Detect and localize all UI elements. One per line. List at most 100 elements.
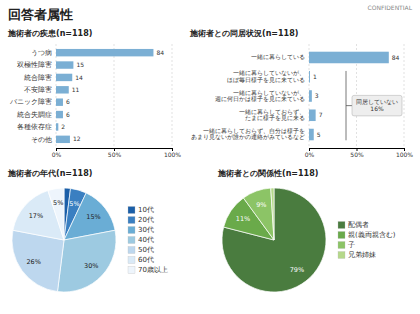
x-tick: 100% bbox=[396, 148, 413, 158]
legend-swatch bbox=[128, 217, 135, 224]
figure-subtitle: CONFIDENTIAL bbox=[368, 4, 413, 11]
legend: 10代20代30代40代50代60代70歳以上 bbox=[128, 206, 168, 274]
y-tick-label: 一緒に暮らしておらず、自分は様子をあまり見ないが誰かの連絡がみているなど bbox=[191, 128, 305, 141]
data-label: 5 bbox=[317, 131, 321, 138]
background bbox=[0, 0, 420, 314]
grid bbox=[309, 44, 404, 148]
annotation-line: 16% bbox=[370, 105, 384, 112]
y-tick-label-line: 統合失調症 bbox=[17, 111, 52, 119]
bars bbox=[56, 49, 153, 143]
grid-line bbox=[404, 44, 405, 148]
bar bbox=[309, 71, 310, 83]
y-tick-label-line: 不安障害 bbox=[24, 86, 52, 94]
y-tick-label: 統合失調症 bbox=[17, 111, 52, 119]
x-tick-label: 0% bbox=[52, 151, 62, 158]
data-label: 84 bbox=[392, 54, 400, 61]
bar bbox=[56, 86, 69, 93]
chart-title: 施術者の疾患(n=118) bbox=[7, 29, 92, 38]
y-axis: 一緒に暮らしている一緒に暮らしていないが、ほぼ毎日様子を見に来ている一緒に暮らし… bbox=[191, 54, 305, 141]
data-label: 84 bbox=[156, 49, 164, 56]
y-tick: 一緒に暮らしていないが、ほぼ毎日様子を見に来ている bbox=[227, 70, 305, 82]
legend-item: 10代 bbox=[128, 206, 154, 214]
chart-panel: 施術者の年代(n=118)5%15%30%26%17%5%10代20代30代40… bbox=[7, 169, 168, 292]
legend-swatch bbox=[128, 267, 135, 274]
y-tick-label-line: 一緒に暮らしている bbox=[251, 54, 305, 60]
y-tick: 一緒に暮らしている bbox=[251, 54, 305, 60]
bar bbox=[309, 109, 316, 121]
y-tick: パニック障害 bbox=[9, 98, 52, 106]
y-tick: うつ病 bbox=[31, 49, 52, 57]
bar bbox=[309, 52, 389, 64]
x-tick: 0% bbox=[305, 148, 315, 158]
legend: 配偶者親(義両親含む) 子兄弟姉妹 bbox=[338, 221, 396, 259]
chart-panel: 施術者の疾患(n=118)うつ病双極性障害統合障害不安障害パニック障害統合失調症… bbox=[7, 29, 181, 158]
legend-item: 20代 bbox=[128, 216, 154, 224]
chart-title: 施術者の年代(n=118) bbox=[7, 169, 92, 178]
slice-label: 79% bbox=[290, 266, 304, 274]
legend-label: 親(義両親含む) bbox=[348, 231, 396, 239]
legend-swatch bbox=[128, 227, 135, 234]
legend-label: 40代 bbox=[138, 236, 154, 244]
y-tick-label-line: たまに様子を見に来る bbox=[245, 115, 305, 121]
slices bbox=[222, 188, 326, 292]
bar bbox=[309, 90, 312, 102]
annotation: 同居していない16% bbox=[356, 98, 398, 113]
legend-swatch bbox=[338, 222, 345, 229]
y-tick: 双極性障害 bbox=[17, 61, 52, 69]
legend-swatch bbox=[128, 237, 135, 244]
chart-panel: 施術者との同居状況(n=118)一緒に暮らしている一緒に暮らしていないが、ほぼ毎… bbox=[189, 29, 413, 158]
x-tick-label: 50% bbox=[108, 151, 122, 158]
bar bbox=[56, 49, 153, 56]
x-tick: 50% bbox=[350, 148, 364, 158]
legend-item: 40代 bbox=[128, 236, 154, 244]
legend-item: 60代 bbox=[128, 256, 154, 264]
x-tick: 100% bbox=[164, 148, 181, 158]
bar bbox=[56, 61, 73, 68]
legend-swatch bbox=[128, 247, 135, 254]
legend-label: 70歳以上 bbox=[138, 266, 168, 274]
y-tick-label-line: あまり見ないが誰かの連絡がみているなど bbox=[191, 134, 305, 141]
slice bbox=[57, 230, 116, 292]
bar bbox=[56, 98, 63, 105]
data-label: 7 bbox=[319, 111, 323, 118]
annotation-box bbox=[352, 95, 402, 116]
y-tick-label-line: うつ病 bbox=[31, 49, 52, 57]
x-tick-label: 100% bbox=[164, 151, 181, 158]
y-tick-label: 各種依存症 bbox=[17, 123, 52, 131]
grid-line bbox=[114, 44, 115, 148]
data-labels: 8415141166212 bbox=[61, 49, 164, 143]
y-tick-label: 不安障害 bbox=[24, 86, 52, 94]
data-label: 15 bbox=[76, 61, 84, 68]
legend-label: 20代 bbox=[138, 216, 154, 224]
chart-title: 施術者との関係性(n=118) bbox=[217, 169, 318, 178]
x-axis: 0% 50% 100% bbox=[305, 148, 414, 158]
y-tick-label: パニック障害 bbox=[9, 98, 52, 106]
slice-label: 26% bbox=[26, 258, 40, 266]
y-tick: 一緒に暮らしていないが、週に何日かは様子を見に来ている bbox=[215, 90, 305, 102]
x-tick-label: 0% bbox=[305, 151, 315, 158]
grid-line bbox=[172, 44, 173, 148]
data-label: 3 bbox=[315, 92, 319, 99]
slice bbox=[271, 188, 274, 240]
legend-label: 配偶者 bbox=[348, 221, 369, 229]
slice-label: 15% bbox=[86, 213, 100, 221]
data-label: 1 bbox=[313, 73, 317, 80]
x-axis: 0% 50% 100% bbox=[52, 148, 182, 158]
bar bbox=[56, 74, 72, 81]
legend-label: 子 bbox=[348, 241, 355, 249]
figure-title: 回答者属性 bbox=[8, 7, 73, 22]
slice-labels: 5%15%30%26%17%5% bbox=[26, 199, 100, 270]
y-tick: 不安障害 bbox=[24, 86, 52, 94]
slice-label: 17% bbox=[29, 212, 43, 220]
legend-label: 兄弟姉妹 bbox=[348, 251, 376, 259]
y-tick: 一緒に暮らしておらず、自分は様子をあまり見ないが誰かの連絡がみているなど bbox=[191, 128, 305, 141]
y-tick: 一緒に暮らしておらず、たまに様子を見に来る bbox=[239, 109, 305, 121]
legend-swatch bbox=[128, 207, 135, 214]
data-label: 2 bbox=[61, 123, 65, 130]
x-tick-label: 100% bbox=[396, 151, 413, 158]
slice bbox=[48, 188, 64, 240]
slices bbox=[12, 188, 116, 292]
bar bbox=[56, 111, 63, 118]
legend-label: 30代 bbox=[138, 226, 154, 234]
legend-item: 配偶者 bbox=[338, 221, 369, 229]
